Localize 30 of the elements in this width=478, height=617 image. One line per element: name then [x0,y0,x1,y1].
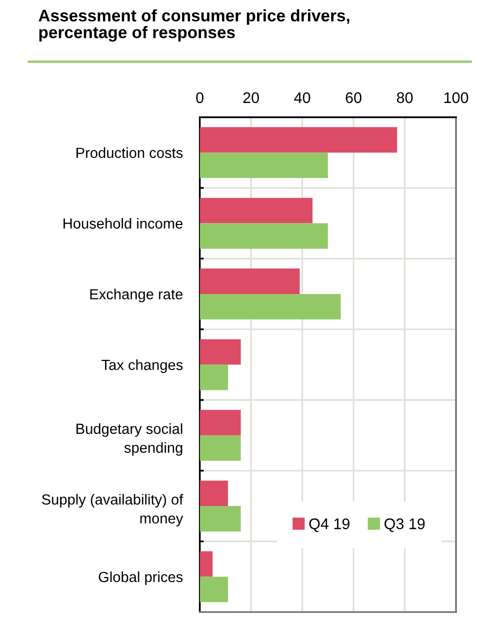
bar [200,506,241,532]
bar [200,410,241,436]
x-tick-label: 80 [396,92,413,104]
y-tick-label: Global prices [98,571,183,586]
y-tick-label: Supply (availability) of money [42,494,184,526]
x-tick-label: 20 [243,92,259,104]
bar [200,127,398,153]
bar [200,480,228,506]
y-tick-label: Exchange rate [90,288,182,302]
y-tick-label: Household income [64,218,182,229]
y-tick-label: Budgetary social spending [76,423,182,456]
x-tick-label: 0 [196,92,204,104]
legend-label: Q4 19 [309,518,350,532]
y-tick-label: Tax changes [102,359,183,373]
x-tick-label: 100 [444,92,468,104]
y-tick-label: Production costs [76,147,183,158]
bar [200,576,228,602]
bar [200,268,300,294]
bar [200,152,328,178]
bar [200,364,228,390]
legend-label: Q3 19 [384,518,425,532]
x-tick-label: 60 [346,92,362,104]
bar [200,223,328,249]
bar [200,339,241,365]
chart-title: Assessment of consumer price drivers, percentage of responses [38,9,350,42]
bar [200,435,241,461]
bar [200,551,213,577]
bar [200,198,313,224]
x-tick-label: 40 [294,92,310,104]
bar [200,294,341,320]
